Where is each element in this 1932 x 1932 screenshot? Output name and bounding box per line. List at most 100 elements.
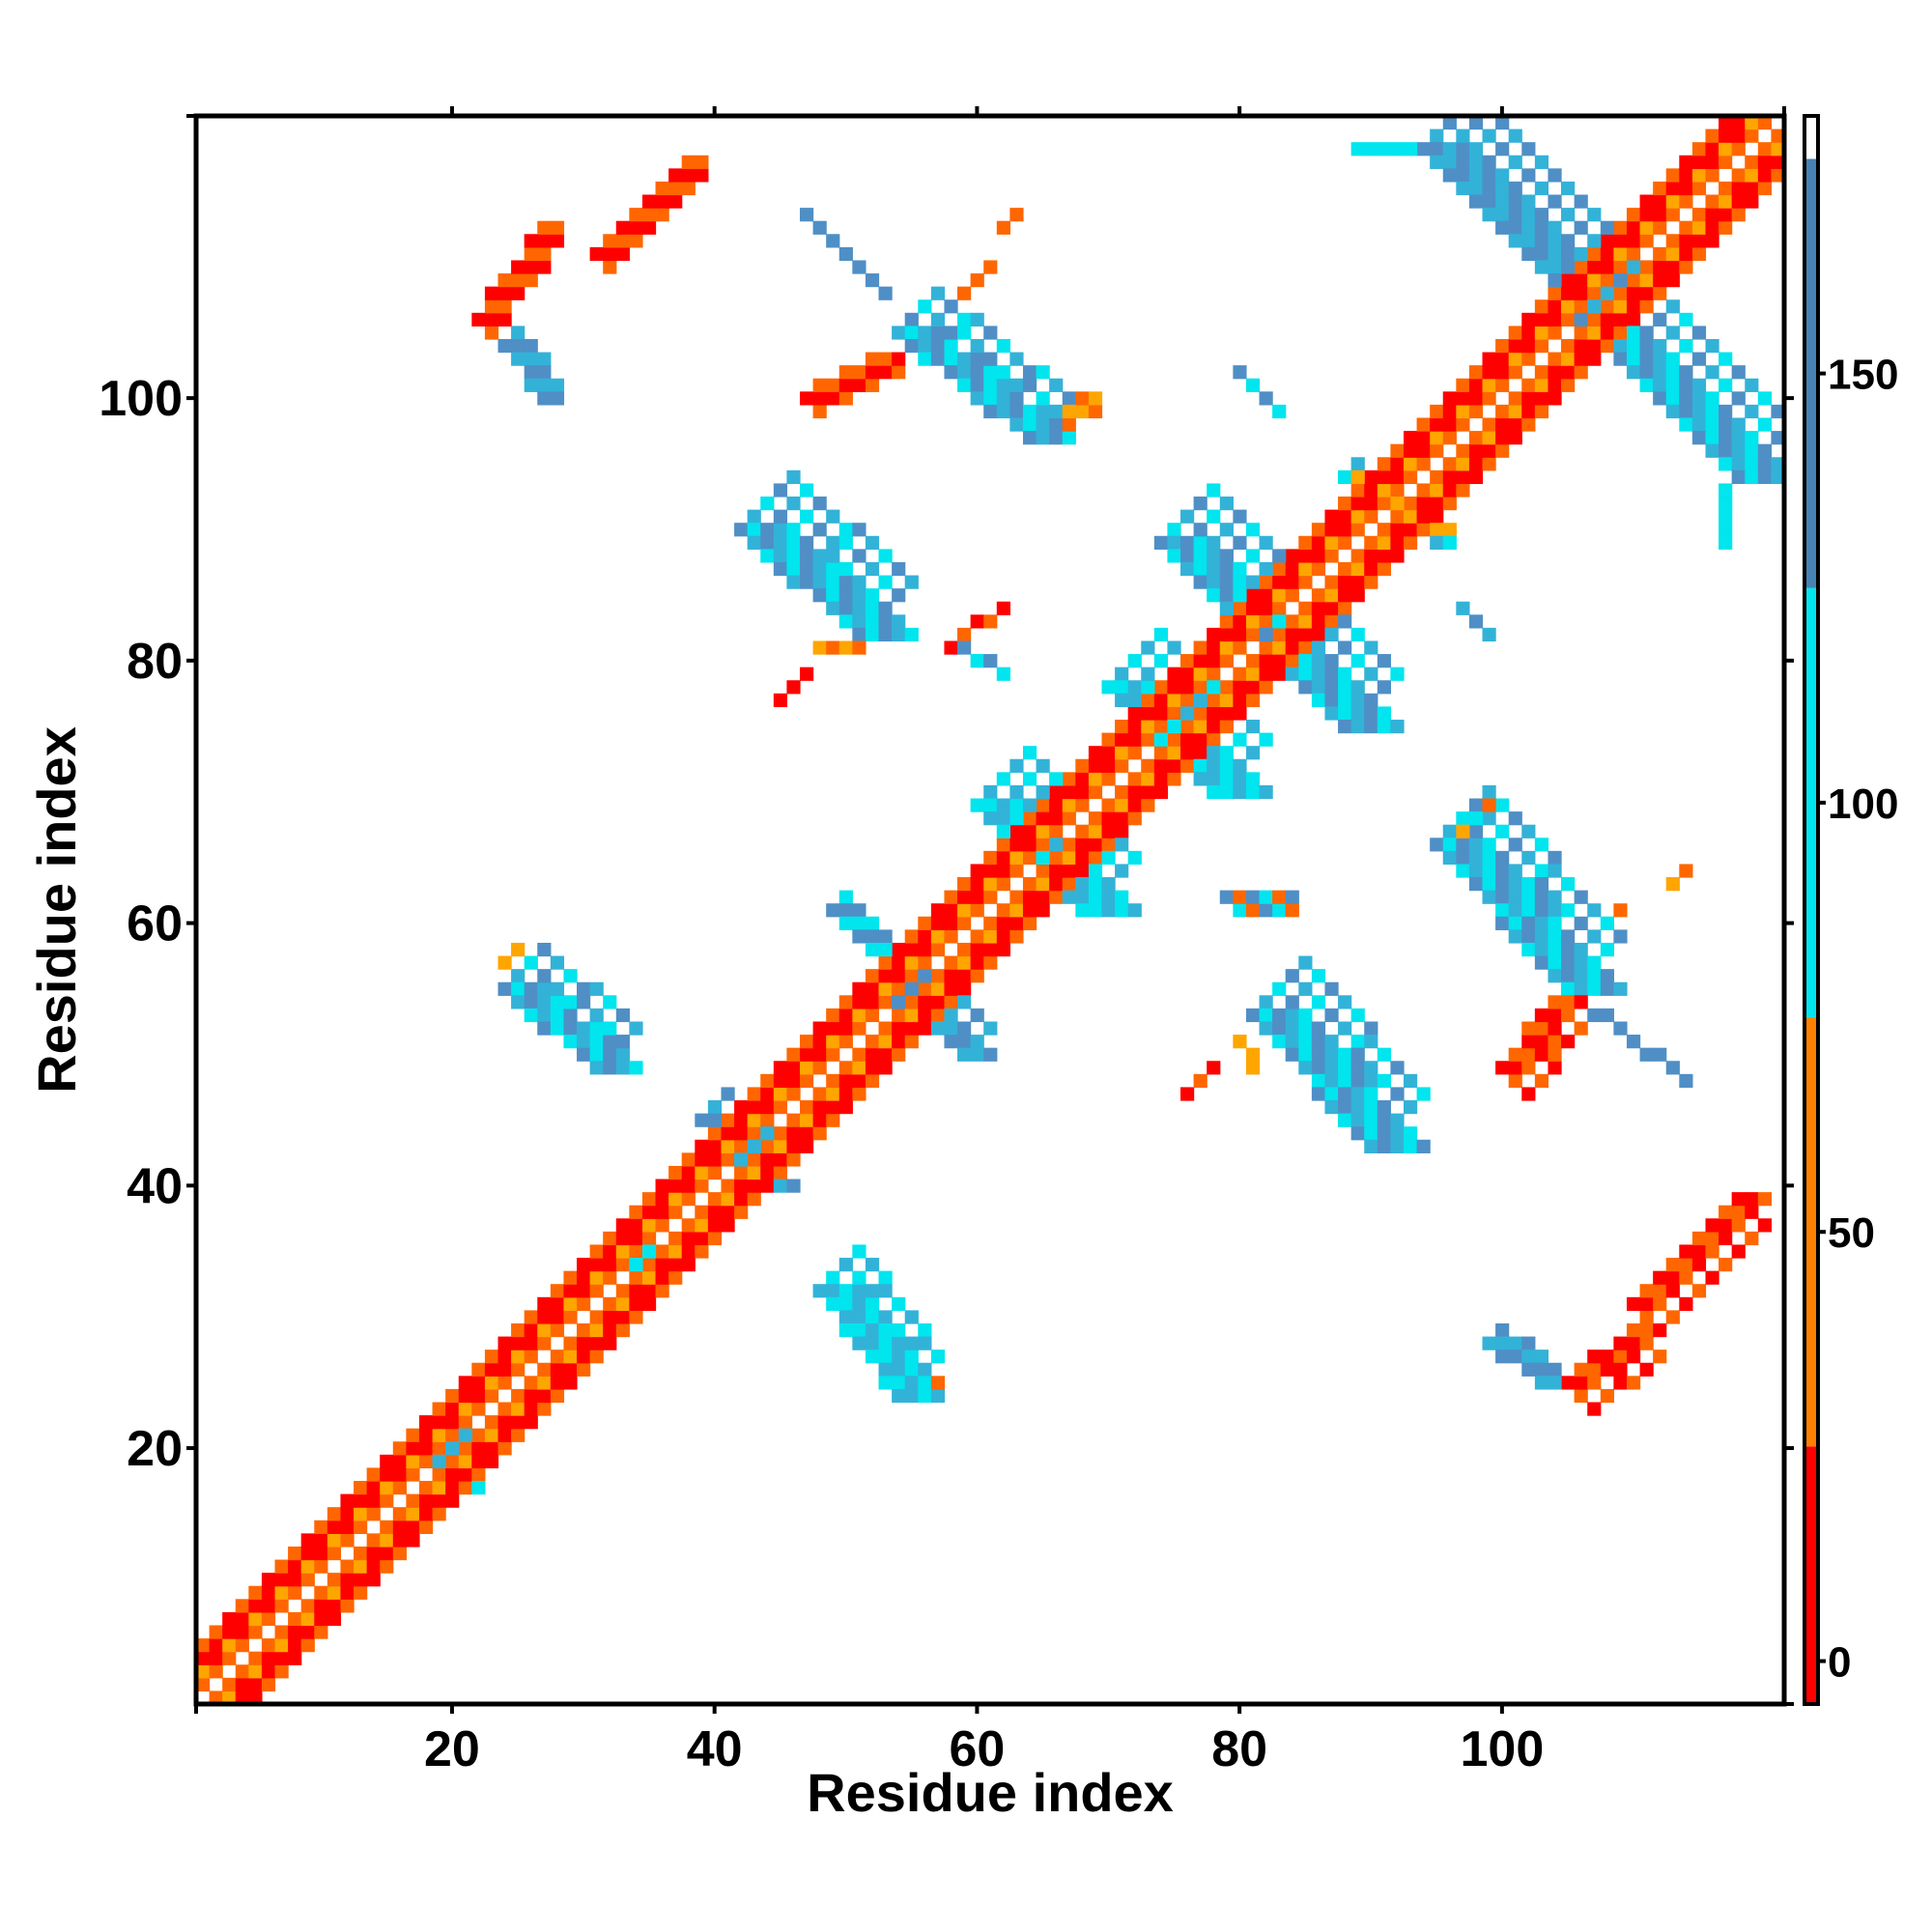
heatmap-cell bbox=[707, 1192, 723, 1207]
heatmap-cell bbox=[1587, 903, 1602, 918]
heatmap-cell bbox=[878, 1362, 893, 1377]
heatmap-cell bbox=[1653, 208, 1667, 222]
heatmap-cell bbox=[366, 1573, 381, 1587]
heatmap-cell bbox=[904, 929, 919, 944]
heatmap-cell bbox=[1521, 194, 1536, 209]
heatmap-cell bbox=[1521, 1035, 1536, 1049]
heatmap-cell bbox=[615, 1061, 630, 1075]
heatmap-cell bbox=[1298, 1021, 1313, 1036]
heatmap-cell bbox=[878, 969, 893, 983]
heatmap-cell bbox=[314, 1625, 328, 1639]
heatmap-cell bbox=[760, 1073, 775, 1089]
heatmap-cell bbox=[1430, 483, 1444, 497]
heatmap-cell bbox=[760, 535, 775, 550]
heatmap-cell bbox=[944, 338, 958, 354]
heatmap-cell bbox=[432, 1441, 446, 1456]
heatmap-cell bbox=[261, 1611, 276, 1627]
heatmap-cell bbox=[1364, 1139, 1378, 1153]
heatmap-cell bbox=[1207, 549, 1221, 563]
heatmap-cell bbox=[1338, 706, 1352, 721]
heatmap-cell bbox=[707, 1165, 723, 1180]
heatmap-cell bbox=[550, 1008, 565, 1023]
heatmap-cell bbox=[892, 981, 906, 996]
heatmap-cell bbox=[1705, 1231, 1719, 1246]
heatmap-cell bbox=[983, 352, 998, 366]
heatmap-cell bbox=[1600, 1008, 1614, 1023]
heatmap-cell bbox=[432, 1454, 446, 1469]
heatmap-cell bbox=[1350, 561, 1365, 577]
heatmap-cell bbox=[1482, 378, 1496, 392]
heatmap-cell bbox=[1153, 693, 1169, 708]
heatmap-cell bbox=[222, 1690, 237, 1705]
heatmap-cell bbox=[1219, 719, 1234, 734]
heatmap-cell bbox=[1075, 838, 1090, 852]
heatmap-cell bbox=[1639, 1047, 1654, 1062]
heatmap-cell bbox=[892, 1047, 906, 1062]
heatmap-cell bbox=[1101, 903, 1116, 918]
heatmap-cell bbox=[1548, 352, 1562, 366]
heatmap-cell bbox=[1521, 1362, 1536, 1377]
heatmap-cell bbox=[1233, 890, 1247, 904]
heatmap-cell bbox=[826, 1021, 840, 1036]
heatmap-cell bbox=[852, 929, 867, 944]
heatmap-cell bbox=[1653, 273, 1667, 288]
heatmap-cell bbox=[589, 246, 604, 262]
heatmap-cell bbox=[1272, 614, 1287, 629]
heatmap-cell bbox=[209, 1638, 223, 1653]
heatmap-cell bbox=[970, 942, 984, 957]
heatmap-cell bbox=[1259, 732, 1273, 747]
heatmap-cell bbox=[734, 1205, 749, 1219]
heatmap-cell bbox=[1548, 326, 1562, 340]
heatmap-cell bbox=[1679, 1258, 1693, 1272]
heatmap-cell bbox=[1613, 1376, 1628, 1390]
heatmap-cell bbox=[1219, 561, 1234, 577]
heatmap-cell bbox=[235, 1611, 249, 1627]
heatmap-cell bbox=[760, 1179, 775, 1193]
heatmap-cell bbox=[1456, 838, 1470, 852]
heatmap-cell bbox=[327, 1546, 342, 1561]
heatmap-cell bbox=[838, 614, 853, 629]
heatmap-cell bbox=[1548, 1021, 1562, 1036]
heatmap-cell bbox=[1219, 549, 1234, 563]
heatmap-cell bbox=[1639, 1284, 1654, 1298]
heatmap-cell bbox=[1613, 903, 1628, 918]
heatmap-cell bbox=[1548, 850, 1562, 866]
heatmap-cell bbox=[248, 1611, 263, 1627]
heatmap-cell bbox=[1364, 535, 1378, 550]
heatmap-cell bbox=[1062, 890, 1076, 904]
heatmap-cell bbox=[1771, 128, 1785, 143]
heatmap-cell bbox=[1719, 208, 1733, 222]
heatmap-cell bbox=[878, 601, 893, 615]
heatmap-cell bbox=[918, 352, 932, 366]
heatmap-cell bbox=[1009, 929, 1024, 944]
heatmap-cell bbox=[615, 1231, 630, 1246]
heatmap-cell bbox=[1338, 601, 1352, 615]
heatmap-cell bbox=[1390, 469, 1405, 485]
heatmap-cell bbox=[1719, 352, 1733, 366]
heatmap-cell bbox=[695, 1244, 709, 1259]
heatmap-cell bbox=[944, 326, 958, 340]
heatmap-cell bbox=[773, 1073, 788, 1089]
heatmap-cell bbox=[1482, 128, 1496, 143]
heatmap-cell bbox=[1679, 312, 1693, 327]
heatmap-cell bbox=[1521, 208, 1536, 222]
heatmap-cell bbox=[734, 1152, 749, 1167]
heatmap-cell bbox=[892, 627, 906, 642]
heatmap-cell bbox=[1088, 758, 1103, 773]
heatmap-cell bbox=[484, 1441, 499, 1456]
heatmap-cell bbox=[944, 299, 958, 314]
heatmap-cell bbox=[445, 1454, 460, 1469]
heatmap-cell bbox=[918, 1388, 932, 1404]
heatmap-cell bbox=[721, 1152, 735, 1167]
colorbar-tick-label: 150 bbox=[1828, 352, 1898, 399]
heatmap-cell bbox=[892, 1296, 906, 1311]
heatmap-cell bbox=[1508, 916, 1522, 930]
heatmap-cell bbox=[852, 1047, 867, 1062]
heatmap-cell bbox=[1272, 667, 1287, 681]
heatmap-cell bbox=[812, 391, 827, 406]
heatmap-cell bbox=[1416, 497, 1431, 511]
heatmap-cell bbox=[734, 523, 749, 537]
heatmap-cell bbox=[1272, 1008, 1287, 1023]
heatmap-cell bbox=[392, 1507, 407, 1521]
heatmap-cell bbox=[235, 1625, 249, 1639]
